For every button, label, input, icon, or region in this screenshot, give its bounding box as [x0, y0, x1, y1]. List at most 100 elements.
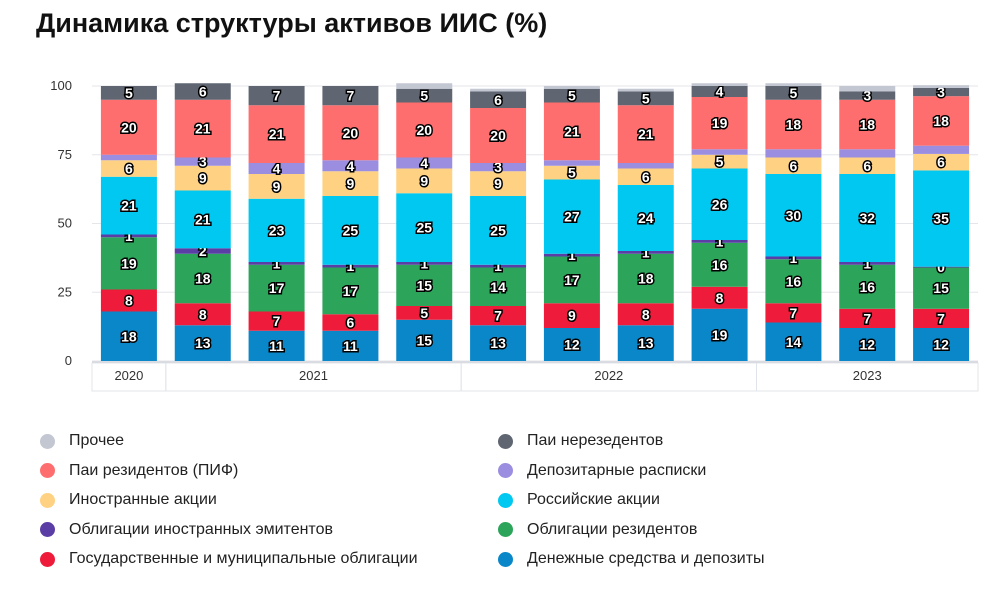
legend-label: Денежные средства и депозиты: [527, 550, 765, 567]
bar-segment: [470, 108, 527, 163]
data-label: 19: [121, 255, 137, 271]
bar-segment: [617, 185, 674, 251]
legend-label: Российские акции: [527, 491, 660, 508]
bar-segment: [839, 86, 896, 92]
bar-segment: [396, 193, 453, 262]
data-label: 6: [642, 169, 650, 185]
data-label: 16: [712, 257, 728, 273]
bar-segment: [100, 99, 157, 155]
bar-segment: [248, 330, 305, 361]
bar-segment: [470, 163, 527, 172]
data-label: 20: [490, 128, 506, 144]
legend-item[interactable]: Денежные средства и депозиты: [498, 550, 765, 568]
data-label: 9: [420, 173, 428, 189]
x-group-label: 2022: [594, 368, 623, 383]
data-label: 13: [195, 335, 211, 351]
bar-segment: [100, 154, 157, 161]
bar-segment: [691, 149, 748, 155]
legend-item[interactable]: Иностранные акции: [40, 491, 217, 509]
data-label: 12: [859, 337, 875, 353]
bar-segment: [470, 171, 527, 196]
data-label: 18: [638, 271, 654, 287]
bar-segment: [470, 264, 527, 268]
bar-segment: [470, 88, 527, 92]
bar-segment: [765, 157, 822, 174]
legend-label: Паи нерезедентов: [527, 432, 664, 449]
data-label: 3: [494, 159, 502, 175]
bar-segment: [765, 149, 822, 158]
data-label: 13: [490, 335, 506, 351]
legend-item[interactable]: Прочее: [40, 432, 124, 450]
data-label: 1: [494, 258, 502, 274]
data-label: 12: [933, 337, 949, 353]
bar-segment: [396, 88, 453, 103]
bar-segment: [765, 259, 822, 304]
bar-segment: [765, 174, 822, 257]
legend-item[interactable]: Облигации резидентов: [498, 521, 697, 539]
data-label: 5: [642, 90, 650, 106]
bar-segment: [543, 328, 600, 361]
data-label: 1: [568, 247, 576, 263]
legend-item[interactable]: Облигации иностранных эмитентов: [40, 521, 333, 539]
data-label: 24: [638, 210, 654, 226]
legend-item[interactable]: Депозитарные расписки: [498, 462, 706, 480]
bar-segment: [839, 91, 896, 100]
data-label: 20: [121, 119, 137, 135]
data-label: 3: [937, 84, 945, 100]
bar-segment: [248, 198, 305, 262]
bar-segment: [617, 91, 674, 106]
bar-segment: [174, 157, 231, 166]
bar-segment: [765, 322, 822, 361]
legend-item[interactable]: Российские акции: [498, 491, 660, 509]
data-label: 17: [269, 280, 285, 296]
bar-segment: [839, 157, 896, 174]
bar-segment: [691, 308, 748, 361]
x-group-label: 2020: [114, 368, 143, 383]
bar-segment: [543, 102, 600, 161]
bar-segment: [765, 86, 822, 100]
chart-title: Динамика структуры активов ИИС (%): [36, 8, 548, 38]
legend-swatch-icon: [40, 463, 55, 478]
bar-segment: [839, 174, 896, 262]
bar-segment: [174, 165, 231, 191]
bar-segment: [691, 242, 748, 287]
bar-segment: [322, 171, 379, 196]
legend-item[interactable]: Паи нерезедентов: [498, 432, 663, 450]
legend-item[interactable]: Государственные и муниципальные облигаци…: [40, 550, 418, 568]
data-label: 25: [490, 222, 506, 238]
legend-swatch-icon: [498, 551, 513, 567]
data-label: 18: [786, 117, 802, 133]
bar-segment: [248, 311, 305, 331]
bar-segment: [691, 240, 748, 243]
bar-segment: [396, 157, 453, 169]
legend-swatch-icon: [40, 433, 55, 449]
bar-segment: [765, 83, 822, 86]
bar-segment: [839, 328, 896, 361]
data-label: 5: [790, 85, 798, 101]
data-label: 3: [199, 154, 207, 170]
data-label: 9: [199, 170, 207, 186]
bar-segment: [543, 303, 600, 328]
data-label: 6: [347, 315, 355, 331]
data-label: 6: [199, 84, 207, 100]
bar-segment: [913, 267, 970, 309]
data-label: 1: [347, 258, 355, 274]
bar-segment: [322, 264, 379, 268]
data-label: 5: [420, 305, 428, 321]
bar-segment: [691, 97, 748, 150]
legend-swatch-icon: [498, 522, 513, 537]
bar-segment: [543, 165, 600, 180]
data-label: 20: [343, 125, 359, 141]
data-label: 20: [416, 122, 432, 138]
y-tick-label: 75: [58, 147, 72, 162]
bar-segment: [543, 160, 600, 166]
data-label: 18: [933, 113, 949, 129]
bar-segment: [174, 303, 231, 326]
bar-segment: [839, 308, 896, 328]
legend-label: Облигации иностранных эмитентов: [69, 520, 333, 538]
bar-segment: [396, 83, 453, 89]
bar-segment: [913, 87, 970, 97]
bar-segment: [100, 160, 157, 177]
legend-item[interactable]: Паи резидентов (ПИФ): [40, 462, 238, 480]
data-label: 1: [642, 244, 650, 260]
